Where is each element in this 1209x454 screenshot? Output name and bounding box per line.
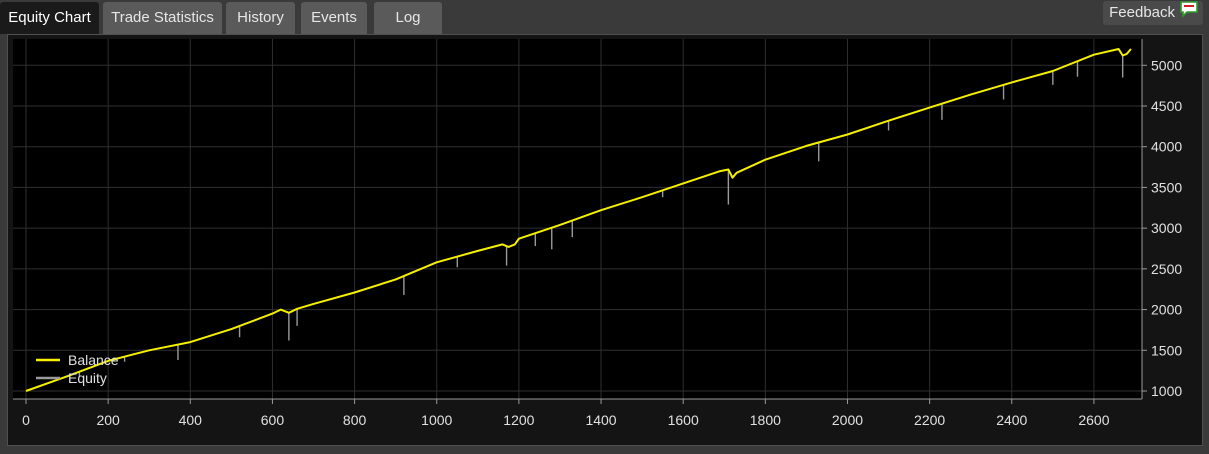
- x-tick-label: 1800: [750, 412, 781, 428]
- x-tick-label: 2400: [996, 412, 1027, 428]
- feedback-label: Feedback: [1109, 4, 1175, 21]
- x-tick-label: 2600: [1078, 412, 1109, 428]
- y-tick-label: 3000: [1151, 220, 1182, 236]
- series-layer: [25, 48, 1132, 392]
- feedback-button[interactable]: Feedback: [1103, 1, 1203, 25]
- grid-lines: [13, 39, 1142, 399]
- y-tick-label: 3500: [1151, 179, 1182, 195]
- tab-bar: Equity Chart Trade Statistics History Ev…: [0, 0, 1209, 34]
- y-tick-label: 4500: [1151, 98, 1182, 114]
- y-tick-label: 2000: [1151, 302, 1182, 318]
- tab-log[interactable]: Log: [374, 2, 442, 34]
- y-tick-label: 4000: [1151, 139, 1182, 155]
- equity-chart-panel: 0 200 400 600 800 1000 1200 1400 1600 1800 2000 220…: [7, 34, 1203, 446]
- tab-events[interactable]: Events: [301, 2, 367, 34]
- legend-balance-label: Balance: [68, 352, 119, 368]
- tab-history[interactable]: History: [226, 2, 295, 34]
- equity-chart: 0 200 400 600 800 1000 1200 1400 1600 1800 2000 220…: [13, 39, 1182, 428]
- legend-equity-label: Equity: [68, 370, 107, 386]
- x-tick-label: 400: [179, 412, 203, 428]
- y-tick-label: 5000: [1151, 57, 1182, 73]
- x-tick-label: 2000: [832, 412, 863, 428]
- balance-series-line: [25, 48, 1132, 392]
- x-tick-label: 200: [96, 412, 120, 428]
- x-tick-label: 2200: [914, 412, 945, 428]
- y-tick-label: 1000: [1151, 383, 1182, 399]
- y-tick-label: 2500: [1151, 261, 1182, 277]
- speech-bubble-icon: [1179, 0, 1199, 26]
- x-tick-label: 1000: [421, 412, 452, 428]
- x-tick-label: 1400: [585, 412, 616, 428]
- y-tick-label: 1500: [1151, 342, 1182, 358]
- x-tick-label: 600: [261, 412, 285, 428]
- x-tick-label: 800: [343, 412, 367, 428]
- legend: Balance Equity: [36, 352, 119, 386]
- tab-equity-chart[interactable]: Equity Chart: [0, 2, 99, 34]
- tab-trade-statistics[interactable]: Trade Statistics: [103, 2, 222, 34]
- axes: 0 200 400 600 800 1000 1200 1400 1600 1800 2000 220…: [13, 39, 1182, 428]
- x-tick-label: 1600: [668, 412, 699, 428]
- x-tick-label: 1200: [503, 412, 534, 428]
- x-tick-label: 0: [22, 412, 30, 428]
